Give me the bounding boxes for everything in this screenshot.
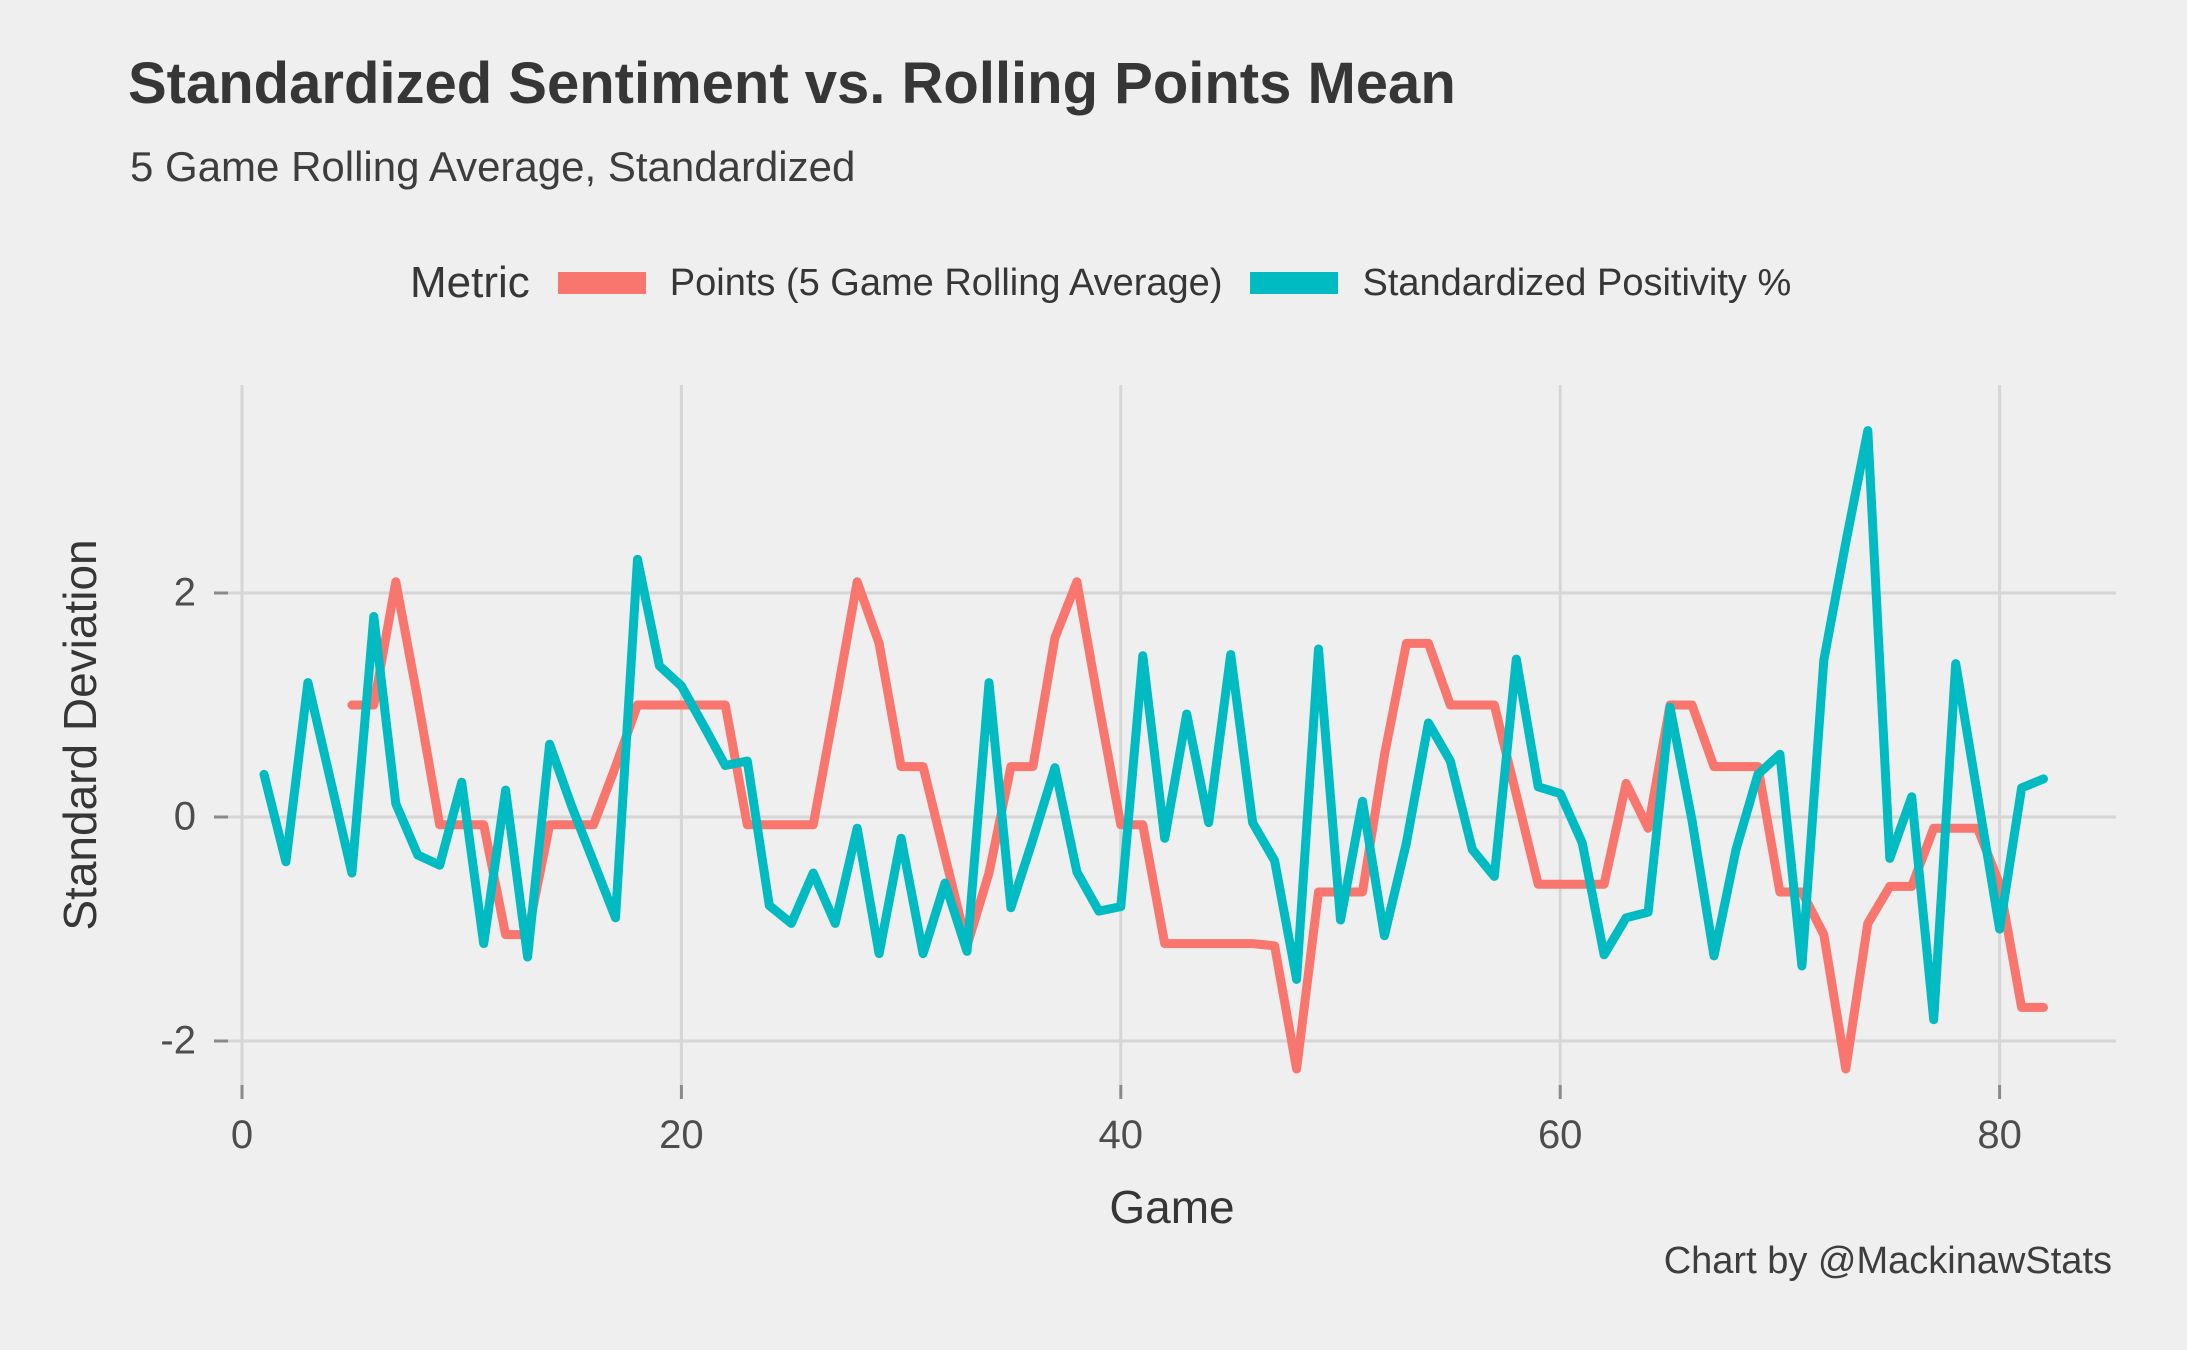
points-line [347,577,2048,1074]
y-tick-label: 2 [173,570,196,615]
x-tick-label: 20 [659,1113,704,1157]
x-tick-label: 80 [1977,1113,2022,1157]
legend-item-label: Standardized Positivity % [1362,261,1792,304]
x-tick-label: 60 [1537,1113,1583,1157]
x-axis-title: Game [1109,1181,1235,1233]
chart-caption: Chart by @MackinawStats [1663,1240,2112,1282]
sentiment-line [259,426,2048,1025]
legend-item-label: Points (5 Game Rolling Average) [669,261,1223,304]
x-tick-label: 40 [1098,1113,1144,1157]
x-tick-label: 0 [230,1113,254,1157]
legend-item-sentiment: Standardized Positivity % [1250,262,1791,305]
y-tick-label: -2 [160,1018,196,1063]
legend: Metric Points (5 Game Rolling Average) St… [410,258,1791,308]
y-tick-label: 0 [173,794,196,839]
legend-item-points: Points (5 Game Rolling Average) [557,261,1223,305]
sentiment-swatch-icon [1250,272,1339,294]
chart-title: Standardized Sentiment vs. Rolling Point… [128,51,1456,116]
y-axis-title: Standard Deviation [54,539,106,931]
chart-subtitle: 5 Game Rolling Average, Standardized [130,143,856,190]
legend-title: Metric [410,258,530,307]
points-swatch-icon [557,272,646,294]
